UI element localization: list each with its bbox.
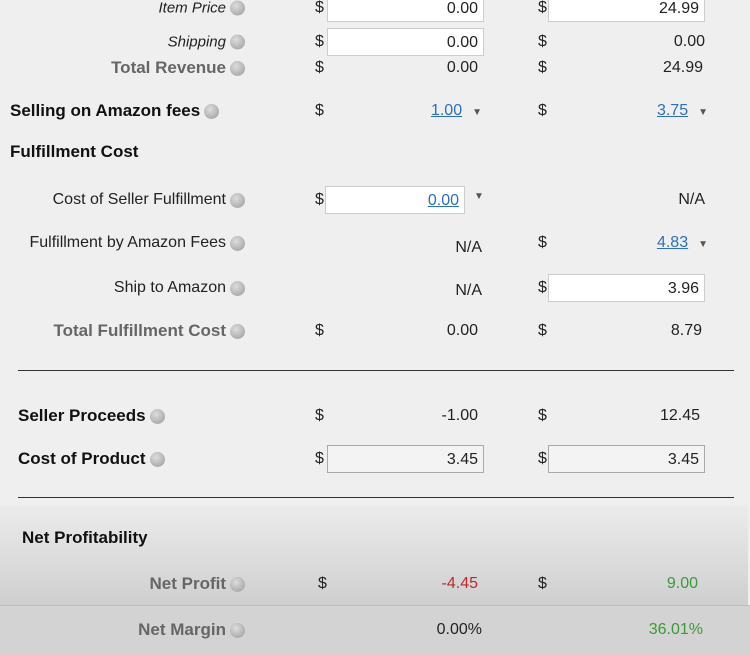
help-icon[interactable]	[230, 576, 245, 592]
ship-to-amazon-label: Ship to Amazon	[113, 279, 226, 296]
help-icon[interactable]	[149, 451, 165, 467]
currency-symbol: $	[315, 102, 324, 119]
item-price-row: Item Price $ 0.00 $ 24.99	[0, 0, 750, 23]
currency-symbol: $	[538, 575, 547, 592]
currency-symbol: $	[538, 322, 547, 339]
divider	[18, 370, 734, 371]
shipping-value-2: 0.00	[673, 33, 705, 50]
ship-to-amazon-input[interactable]: 3.96	[548, 274, 705, 302]
currency-symbol: $	[538, 102, 547, 119]
help-icon[interactable]	[230, 235, 245, 251]
seller-fulfillment-row: Cost of Seller Fulfillment $ 0.00 ▼ N/A	[0, 185, 750, 215]
currency-symbol: $	[538, 59, 547, 76]
cost-of-product-row: Cost of Product $ 3.45 $ 3.45	[0, 444, 750, 474]
seller-proceeds-value-2: 12.45	[659, 407, 700, 424]
seller-fulfillment-label: Cost of Seller Fulfillment	[52, 191, 226, 208]
currency-symbol: $	[538, 0, 547, 16]
cost-of-product-input-2[interactable]: 3.45	[548, 445, 705, 473]
dropdown-caret-icon[interactable]: ▼	[474, 191, 484, 202]
seller-fulfillment-value-2: N/A	[678, 191, 705, 208]
seller-fulfillment-link[interactable]: 0.00	[427, 192, 459, 209]
help-icon[interactable]	[230, 0, 245, 16]
fba-fees-value-1: N/A	[455, 238, 482, 256]
fba-fees-link[interactable]: 4.83	[656, 234, 689, 251]
cost-of-product-label: Cost of Product	[18, 449, 146, 468]
currency-symbol: $	[315, 407, 324, 424]
total-fulfillment-label: Total Fulfillment Cost	[53, 321, 226, 340]
net-margin-row: Net Margin 0.00% 36.01%	[0, 615, 750, 645]
net-profitability-heading: Net Profitability	[22, 528, 148, 547]
currency-symbol: $	[315, 191, 324, 208]
currency-symbol: $	[315, 59, 324, 76]
selling-fees-link-1[interactable]: 1.00	[430, 102, 463, 119]
total-fulfillment-value-2: 8.79	[670, 322, 702, 339]
currency-symbol: $	[318, 575, 327, 592]
total-revenue-value-1: 0.00	[446, 59, 478, 76]
dropdown-caret-icon[interactable]: ▼	[472, 107, 482, 118]
seller-proceeds-value-1: -1.00	[441, 407, 478, 424]
total-revenue-row: Total Revenue $ 0.00 $ 24.99	[0, 53, 750, 83]
currency-symbol: $	[538, 234, 547, 251]
selling-fees-row: Selling on Amazon fees $ 1.00 ▼ $ 3.75 ▼	[0, 96, 750, 126]
shipping-input-1[interactable]: 0.00	[327, 28, 484, 56]
seller-fulfillment-input[interactable]: 0.00	[325, 186, 465, 214]
currency-symbol: $	[538, 33, 547, 50]
net-profit-value-1: -4.45	[441, 575, 478, 592]
ship-to-amazon-row: Ship to Amazon N/A $ 3.96	[0, 273, 750, 303]
net-margin-value-2: 36.01%	[648, 621, 703, 638]
total-fulfillment-value-1: 0.00	[446, 322, 478, 339]
fba-fees-label: Fulfillment by Amazon Fees	[29, 234, 226, 251]
item-price-label: Item Price	[158, 0, 226, 17]
shipping-label: Shipping	[167, 33, 226, 51]
shipping-row: Shipping $ 0.00 $ 0.00	[0, 27, 750, 57]
currency-symbol: $	[538, 279, 547, 296]
help-icon[interactable]	[230, 60, 245, 76]
cost-of-product-input-1[interactable]: 3.45	[327, 445, 484, 473]
seller-proceeds-row: Seller Proceeds $ -1.00 $ 12.45	[0, 401, 750, 431]
total-revenue-value-2: 24.99	[662, 59, 703, 76]
help-icon[interactable]	[204, 103, 220, 119]
fulfillment-cost-heading: Fulfillment Cost	[10, 142, 139, 161]
currency-symbol: $	[538, 450, 547, 467]
seller-proceeds-label: Seller Proceeds	[18, 406, 146, 425]
ship-to-amazon-value-1: N/A	[455, 282, 482, 299]
currency-symbol: $	[315, 0, 324, 16]
help-icon[interactable]	[149, 408, 165, 424]
item-price-input-2[interactable]: 24.99	[548, 0, 705, 22]
dropdown-caret-icon[interactable]: ▼	[698, 239, 708, 250]
dropdown-caret-icon[interactable]: ▼	[698, 107, 708, 118]
help-icon[interactable]	[230, 280, 245, 296]
net-profitability-panel	[0, 505, 748, 605]
net-profit-label: Net Profit	[149, 574, 227, 593]
selling-fees-link-2[interactable]: 3.75	[656, 102, 689, 119]
net-margin-panel	[0, 605, 750, 655]
help-icon[interactable]	[230, 34, 245, 50]
currency-symbol: $	[315, 450, 324, 467]
currency-symbol: $	[315, 322, 324, 339]
currency-symbol: $	[538, 407, 547, 424]
fba-fees-row: Fulfillment by Amazon Fees N/A $ 4.83 ▼	[0, 228, 750, 258]
help-icon[interactable]	[230, 323, 245, 339]
net-profit-row: Net Profit $ -4.45 $ 9.00	[0, 569, 750, 599]
selling-fees-label: Selling on Amazon fees	[10, 101, 201, 120]
currency-symbol: $	[315, 33, 324, 50]
help-icon[interactable]	[230, 192, 245, 208]
net-margin-value-1: 0.00%	[436, 621, 482, 638]
divider	[18, 497, 734, 498]
item-price-input-1[interactable]: 0.00	[327, 0, 484, 22]
total-fulfillment-row: Total Fulfillment Cost $ 0.00 $ 8.79	[0, 316, 750, 346]
net-profit-value-2: 9.00	[666, 575, 698, 592]
net-margin-label: Net Margin	[138, 620, 226, 639]
total-revenue-label: Total Revenue	[111, 58, 226, 77]
help-icon[interactable]	[230, 622, 245, 638]
